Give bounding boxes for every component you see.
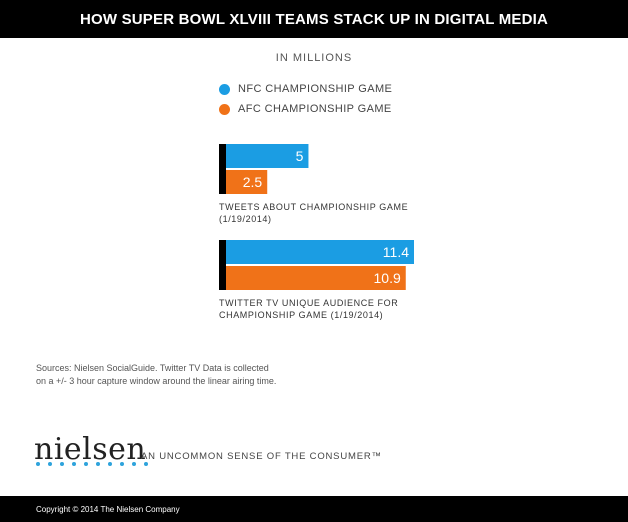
legend-dot-nfc xyxy=(219,83,230,95)
chart-title: HOW SUPER BOWL XLVIII TEAMS STACK UP IN … xyxy=(0,0,628,38)
legend-item-nfc: NFC CHAMPIONSHIP GAME xyxy=(219,79,392,99)
logo-dots-icon xyxy=(36,462,148,466)
brand-tagline: AN UNCOMMON SENSE OF THE CONSUMER™ xyxy=(141,451,382,462)
legend-label-nfc: NFC CHAMPIONSHIP GAME xyxy=(238,83,393,95)
bar-afc-1 xyxy=(226,266,406,290)
sources-note: Sources: Nielsen SocialGuide. Twitter TV… xyxy=(36,362,336,388)
bar-nfc-0 xyxy=(226,144,309,168)
legend: NFC CHAMPIONSHIP GAME AFC CHAMPIONSHIP G… xyxy=(219,79,392,119)
data-label-afc-1: 10.9 xyxy=(374,270,401,286)
footer-copyright: Copyright © 2014 The Nielsen Company xyxy=(0,496,628,522)
legend-dot-afc xyxy=(219,103,230,115)
data-label-nfc-0: 5 xyxy=(296,148,304,164)
bar-nfc-1 xyxy=(226,240,414,264)
bar-afc-0 xyxy=(226,170,268,194)
legend-item-afc: AFC CHAMPIONSHIP GAME xyxy=(219,99,392,119)
category-axis-1 xyxy=(219,240,226,290)
chart-subtitle: IN MILLIONS xyxy=(275,52,353,64)
data-label-afc-0: 2.5 xyxy=(243,174,263,190)
sources-line-2: on a +/- 3 hour capture window around th… xyxy=(36,376,277,386)
category-label-twitter-tv: TWITTER TV UNIQUE AUDIENCE FOR CHAMPIONS… xyxy=(219,298,399,320)
data-label-nfc-1: 11.4 xyxy=(383,244,409,260)
legend-label-afc: AFC CHAMPIONSHIP GAME xyxy=(238,103,392,115)
category-label-tweets: TWEETS ABOUT CHAMPIONSHIP GAME (1/19/201… xyxy=(219,202,409,224)
sources-line-1: Sources: Nielsen SocialGuide. Twitter TV… xyxy=(36,363,269,373)
nielsen-logo: nielsen xyxy=(34,432,147,467)
category-axis-0 xyxy=(219,144,226,194)
